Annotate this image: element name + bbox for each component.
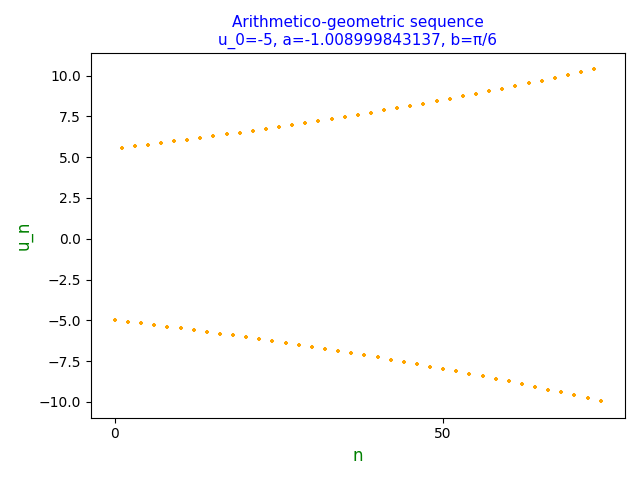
Point xyxy=(517,380,527,388)
Point xyxy=(405,102,415,110)
Point xyxy=(110,316,120,324)
Point xyxy=(399,358,409,366)
Point xyxy=(175,324,186,332)
Point xyxy=(504,378,514,385)
Point xyxy=(248,127,258,135)
Title: Arithmetico-geometric sequence
u_0=-5, a=-1.008999843137, b=π/6: Arithmetico-geometric sequence u_0=-5, a… xyxy=(218,15,497,48)
Point xyxy=(596,397,606,405)
Point xyxy=(169,138,179,145)
Point xyxy=(524,80,534,87)
Point xyxy=(300,120,310,127)
Point xyxy=(425,363,435,371)
Point xyxy=(221,131,232,138)
Point xyxy=(379,107,389,114)
Point xyxy=(497,85,508,93)
Point xyxy=(228,332,238,339)
Point xyxy=(563,72,573,79)
Point xyxy=(294,341,304,348)
Point xyxy=(143,141,153,148)
Point xyxy=(241,334,252,341)
Point xyxy=(570,391,580,399)
Point xyxy=(510,82,520,90)
Point xyxy=(431,97,442,105)
Point xyxy=(268,337,278,345)
Point xyxy=(287,121,298,129)
Point xyxy=(419,100,429,108)
Point xyxy=(366,109,376,117)
Point xyxy=(274,123,284,131)
Point xyxy=(543,386,554,394)
Point xyxy=(445,95,455,103)
Point xyxy=(234,129,244,136)
Point xyxy=(202,328,212,336)
Point xyxy=(589,65,599,73)
Point xyxy=(261,125,271,133)
Point xyxy=(530,383,540,391)
Point xyxy=(333,347,343,355)
Point xyxy=(484,87,494,95)
Point xyxy=(346,349,356,357)
Point xyxy=(340,113,350,121)
Point xyxy=(320,345,330,353)
Point xyxy=(326,115,337,123)
Point xyxy=(582,395,593,402)
Point xyxy=(372,354,383,361)
Point xyxy=(477,372,488,380)
Point xyxy=(458,93,468,100)
Point xyxy=(471,90,481,98)
Point xyxy=(116,144,127,152)
Point xyxy=(314,117,324,125)
Point xyxy=(189,326,199,334)
Point xyxy=(438,365,448,373)
Point xyxy=(123,318,133,326)
Point xyxy=(550,74,560,82)
Point xyxy=(280,339,291,347)
Point xyxy=(451,368,461,375)
Y-axis label: u_n: u_n xyxy=(15,220,33,250)
Point xyxy=(254,335,264,343)
Point xyxy=(412,360,422,368)
Point xyxy=(491,375,501,383)
Point xyxy=(353,111,363,119)
Point xyxy=(215,330,225,337)
Point xyxy=(163,323,173,331)
Point xyxy=(359,351,369,359)
Point xyxy=(195,134,205,142)
Point xyxy=(156,139,166,147)
Point xyxy=(129,143,140,150)
Point xyxy=(208,132,218,140)
Point xyxy=(149,321,159,329)
Point xyxy=(307,343,317,351)
Point xyxy=(464,370,474,378)
X-axis label: n: n xyxy=(353,447,363,465)
Point xyxy=(182,136,192,144)
Point xyxy=(136,320,147,327)
Point xyxy=(576,69,586,76)
Point xyxy=(385,356,396,363)
Point xyxy=(556,389,566,396)
Point xyxy=(392,105,403,112)
Point xyxy=(536,77,547,84)
